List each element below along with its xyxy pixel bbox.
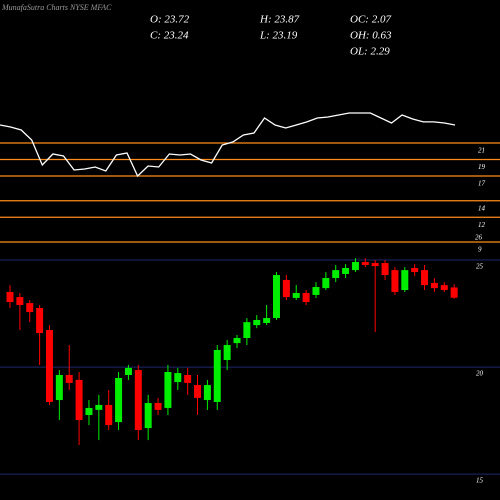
candle-body (174, 373, 182, 383)
candle-body (213, 349, 221, 402)
indicator-label: 26 (475, 234, 483, 242)
candle-body (342, 267, 350, 274)
candle-body (282, 279, 290, 298)
candle-body (421, 270, 429, 286)
candle-body (253, 319, 261, 326)
stat: OL: 2.29 (350, 46, 390, 58)
candle-body (6, 291, 14, 303)
candle-body (85, 407, 93, 416)
candle-body (263, 318, 271, 323)
candle-body (184, 375, 192, 383)
candle-body (332, 270, 340, 279)
candle-body (16, 297, 24, 306)
candle-body (26, 303, 34, 313)
candle-body (164, 372, 172, 408)
candle-body (292, 293, 300, 298)
candle-body (194, 385, 202, 398)
candle-body (411, 267, 419, 273)
indicator-line (0, 112, 456, 178)
stat: OC: 2.07 (350, 14, 391, 26)
y-tick-label: 25 (476, 263, 484, 271)
candle-body (36, 308, 44, 334)
y-tick-label: 15 (476, 477, 484, 485)
candle-body (124, 367, 132, 375)
candle-body (115, 377, 123, 423)
candle-body (75, 379, 83, 420)
candle-body (154, 403, 162, 410)
stat: OH: 0.63 (350, 30, 392, 42)
candle-body (233, 337, 241, 344)
candle-body (223, 345, 231, 361)
candle-body (391, 270, 399, 292)
stat: H: 23.87 (259, 14, 300, 26)
candle-body (203, 385, 211, 401)
stat: C: 23.24 (150, 30, 189, 42)
stat: O: 23.72 (150, 14, 190, 26)
candle-body (361, 261, 369, 265)
candle-body (351, 261, 359, 271)
candle-body (55, 375, 63, 401)
candle-body (440, 285, 448, 291)
y-tick-label: 21 (478, 147, 485, 155)
candle-body (45, 330, 53, 402)
candle-body (381, 263, 389, 276)
candle-body (272, 275, 280, 319)
candle-body (322, 278, 330, 289)
y-tick-label: 17 (478, 180, 486, 188)
candle-body (312, 287, 320, 295)
y-tick-label: 14 (478, 204, 486, 212)
candle-body (65, 375, 73, 383)
candle-body (401, 270, 409, 291)
candle-body (95, 404, 103, 410)
candle-body (371, 263, 379, 267)
candle-body (105, 404, 113, 426)
candle-body (134, 370, 142, 431)
y-tick-label: 9 (478, 246, 482, 254)
candle-body (430, 282, 438, 289)
candle-body (243, 322, 251, 338)
candle-body (144, 403, 152, 429)
y-tick-label: 19 (478, 163, 486, 171)
chart-title: MunafaSutra Charts NYSE MFAC (1, 3, 112, 12)
candle-body (450, 287, 458, 298)
candle-body (302, 293, 310, 303)
y-tick-label: 20 (476, 370, 484, 378)
y-tick-label: 12 (478, 221, 486, 229)
stat: L: 23.19 (259, 30, 298, 42)
